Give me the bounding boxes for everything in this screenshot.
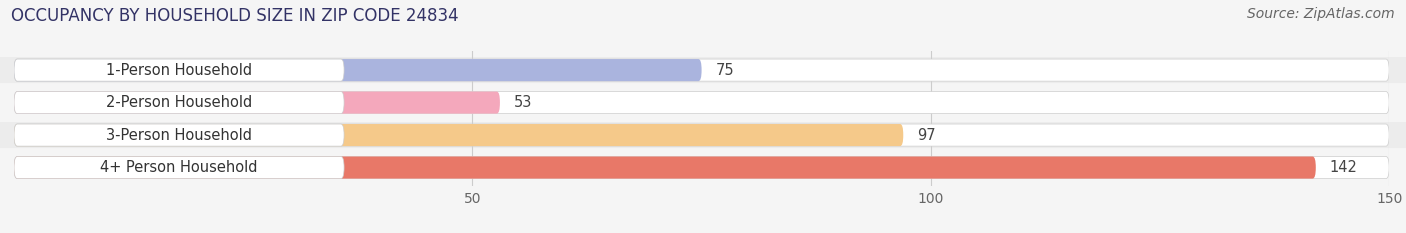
Text: 53: 53	[513, 95, 531, 110]
FancyBboxPatch shape	[14, 124, 1389, 146]
FancyBboxPatch shape	[14, 157, 1389, 179]
Text: Source: ZipAtlas.com: Source: ZipAtlas.com	[1247, 7, 1395, 21]
FancyBboxPatch shape	[14, 92, 344, 114]
FancyBboxPatch shape	[14, 92, 1389, 114]
FancyBboxPatch shape	[14, 124, 344, 146]
Text: 97: 97	[917, 128, 935, 143]
FancyBboxPatch shape	[14, 92, 501, 114]
FancyBboxPatch shape	[14, 157, 1316, 179]
FancyBboxPatch shape	[14, 59, 1389, 81]
Text: OCCUPANCY BY HOUSEHOLD SIZE IN ZIP CODE 24834: OCCUPANCY BY HOUSEHOLD SIZE IN ZIP CODE …	[11, 7, 458, 25]
Text: 1-Person Household: 1-Person Household	[105, 63, 252, 78]
FancyBboxPatch shape	[0, 122, 1406, 148]
FancyBboxPatch shape	[0, 57, 1406, 83]
Text: 4+ Person Household: 4+ Person Household	[100, 160, 257, 175]
FancyBboxPatch shape	[14, 59, 344, 81]
FancyBboxPatch shape	[0, 90, 1406, 116]
Text: 142: 142	[1330, 160, 1357, 175]
FancyBboxPatch shape	[14, 59, 702, 81]
FancyBboxPatch shape	[14, 124, 903, 146]
Text: 3-Person Household: 3-Person Household	[105, 128, 252, 143]
Text: 2-Person Household: 2-Person Household	[105, 95, 252, 110]
FancyBboxPatch shape	[14, 157, 344, 179]
FancyBboxPatch shape	[0, 154, 1406, 181]
Text: 75: 75	[716, 63, 734, 78]
